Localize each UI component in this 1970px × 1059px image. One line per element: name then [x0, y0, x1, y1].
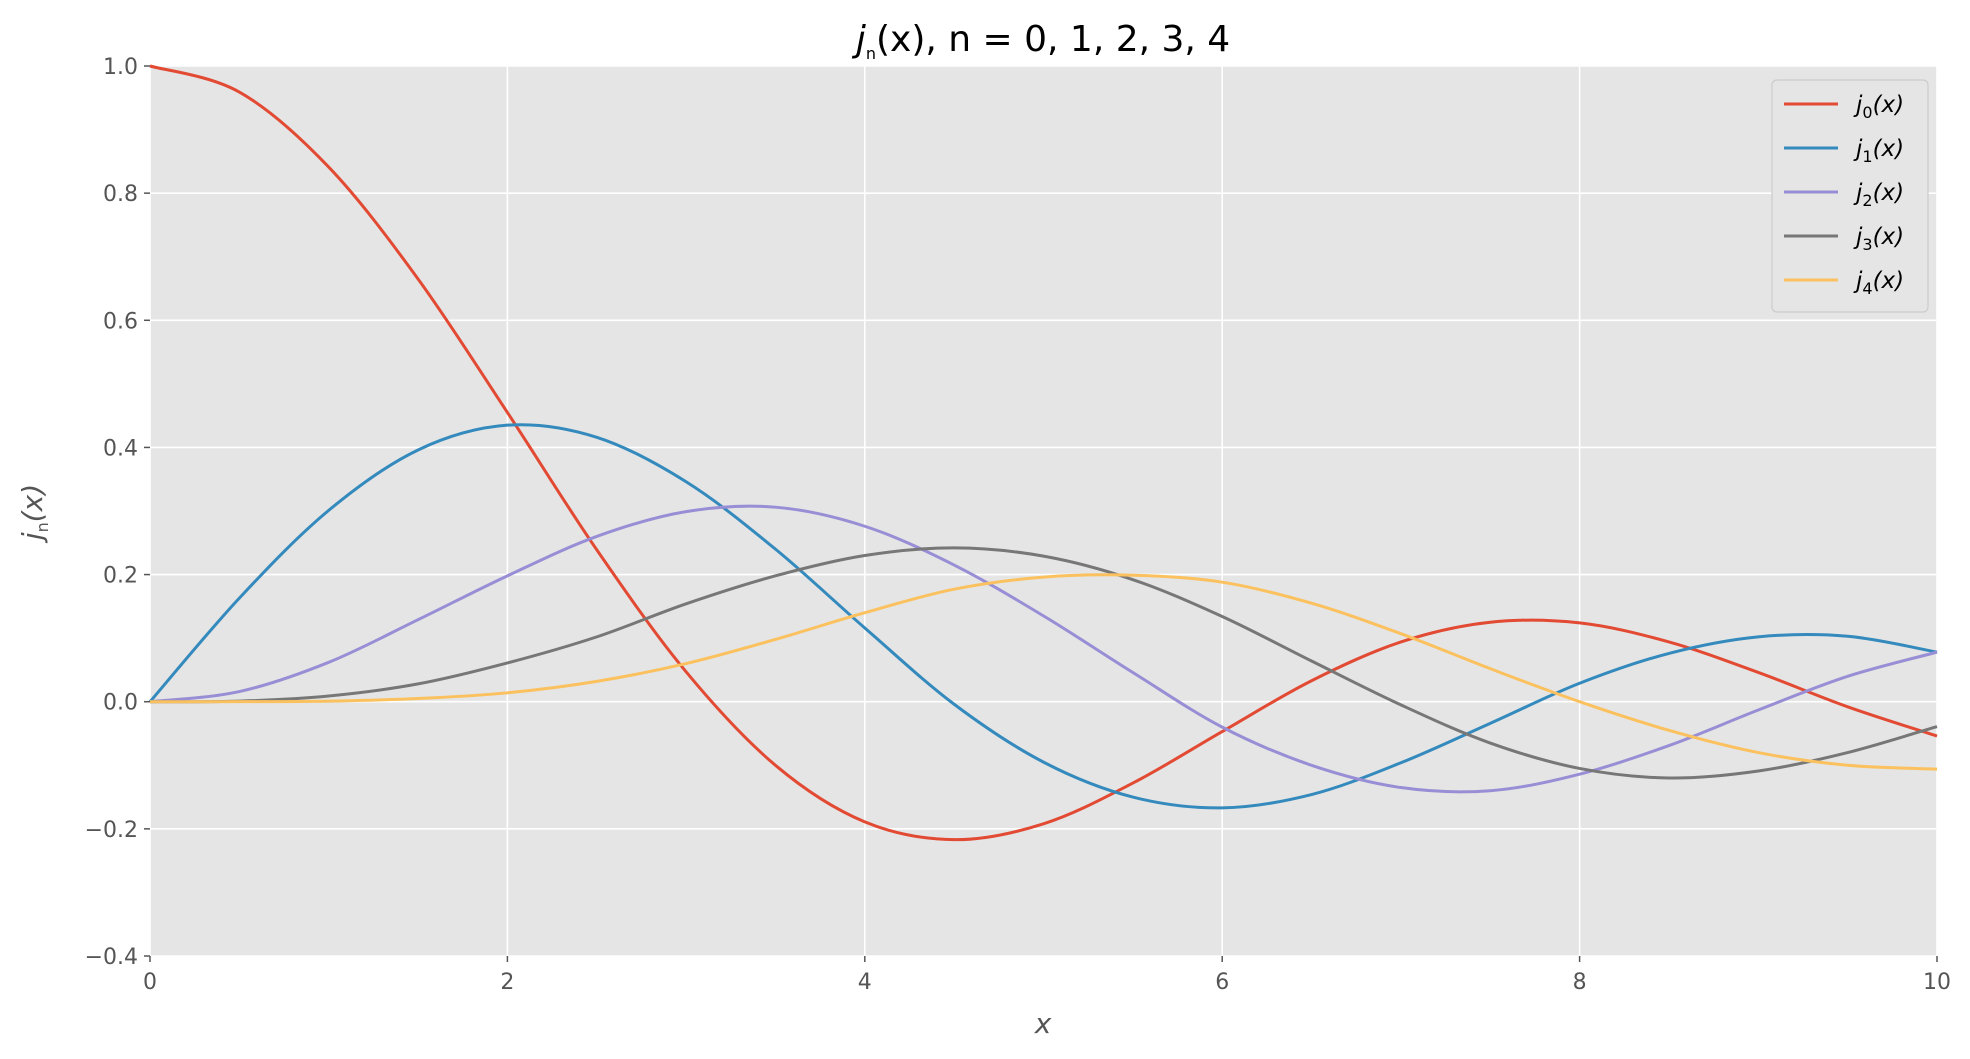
- x-tick-label: 6: [1215, 970, 1229, 995]
- x-tick-label: 0: [143, 970, 157, 995]
- y-axis-label: jn(x): [16, 484, 52, 544]
- series-line-j3: [149, 546, 1938, 780]
- legend-box: [1771, 79, 1929, 313]
- y-tick-label: 0.2: [103, 564, 138, 589]
- series-line-j0: [149, 64, 1938, 842]
- y-label-j: j: [16, 532, 49, 544]
- series-line-j2: [149, 504, 1938, 794]
- series-lines: [148, 64, 1938, 842]
- x-axis-ticks: 0 2 4 6 8 10: [143, 956, 1951, 995]
- y-tick-label: −0.4: [85, 945, 138, 970]
- plot-area: [150, 66, 1937, 956]
- series-line-j1: [148, 423, 1938, 810]
- y-label-rest: (x): [16, 484, 49, 522]
- y-tick-label: 0.8: [103, 182, 138, 207]
- y-tick-label: 0.6: [103, 309, 138, 334]
- legend-label-j2: j2(x): [1853, 180, 1904, 210]
- series-line-j4: [149, 573, 1938, 771]
- y-tick-label: 0.4: [103, 436, 138, 461]
- legend: j0(x) j1(x) j2(x) j3(x) j4(x): [1771, 79, 1929, 313]
- plot-background: [150, 66, 1937, 956]
- legend-label-j1: j1(x): [1853, 136, 1904, 166]
- title-rest: (x), n = 0, 1, 2, 3, 4: [876, 19, 1230, 60]
- x-tick-label: 8: [1573, 970, 1587, 995]
- legend-label-j0: j0(x): [1853, 92, 1904, 122]
- legend-label-j3: j3(x): [1853, 224, 1904, 254]
- chart-title: jn(x), n = 0, 1, 2, 3, 4: [851, 19, 1230, 63]
- x-axis-label: x: [1034, 1007, 1052, 1040]
- x-tick-label: 4: [858, 970, 872, 995]
- y-tick-label: −0.2: [85, 818, 138, 843]
- title-italic-j: j: [851, 19, 866, 60]
- y-label-subscript: n: [33, 522, 52, 532]
- x-tick-label: 10: [1923, 970, 1951, 995]
- grid-lines: [149, 65, 1938, 957]
- x-tick-label: 2: [500, 970, 514, 995]
- legend-label-j4: j4(x): [1853, 268, 1904, 298]
- title-subscript: n: [866, 44, 876, 63]
- y-tick-label: 0.0: [103, 691, 138, 716]
- y-axis-ticks: −0.4 −0.2 0.0 0.2 0.4 0.6 0.8 1.0: [85, 55, 150, 970]
- y-tick-label: 1.0: [103, 55, 138, 80]
